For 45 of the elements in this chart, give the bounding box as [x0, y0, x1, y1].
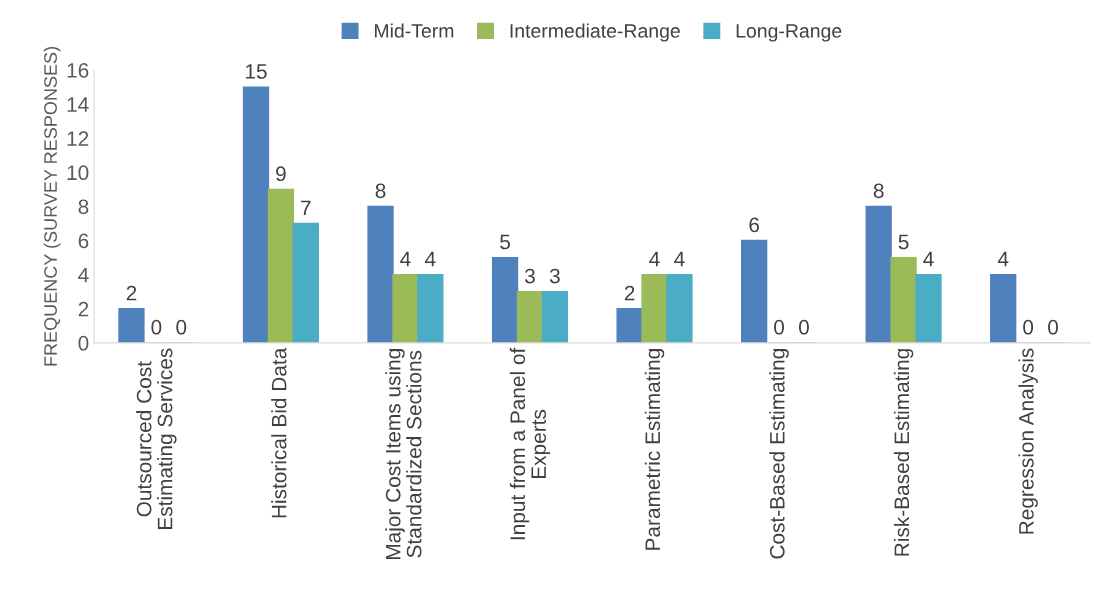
data-label: 4 [997, 251, 1009, 267]
y-tick-label: 4 [78, 267, 89, 283]
y-axis-title: FREQUENCY (SURVEY RESPONSES) [43, 47, 61, 366]
x-tick-label: Risk-Based Estimating [893, 349, 914, 556]
data-label: 0 [176, 319, 187, 335]
data-label: 4 [425, 251, 436, 267]
y-tick-label: 8 [78, 199, 89, 215]
data-label: 4 [400, 251, 411, 267]
y-tick-label: 12 [67, 131, 89, 146]
y-tick-label: 2 [78, 301, 89, 317]
data-label: 4 [923, 251, 934, 267]
x-tick-label: Historical Bid Data [271, 347, 287, 518]
legend-label: Intermediate-Range [510, 23, 680, 42]
legend-label: Mid-Term [375, 23, 454, 38]
y-tick-label: 0 [78, 335, 89, 351]
y-tick-label: 16 [67, 63, 89, 78]
data-label: 2 [126, 285, 137, 301]
x-tick-label: Outsourced Cost Estimating Services [136, 348, 177, 529]
y-tick-label: 6 [78, 233, 89, 249]
data-label: 8 [873, 183, 884, 199]
data-label: 9 [276, 166, 286, 182]
x-tick-label: Parametric Estimating [644, 349, 665, 550]
data-label: 0 [774, 319, 785, 335]
data-label: 0 [1048, 319, 1059, 335]
x-tick-label: Regression Analysis [1018, 348, 1038, 534]
x-tick-label: Cost-Based Estimating [769, 349, 789, 559]
data-label: 2 [624, 285, 635, 301]
data-label: 15 [246, 64, 267, 79]
data-label: 3 [549, 268, 560, 284]
x-tick-label: Major Cost Items using Standardized Sections [385, 349, 422, 560]
data-label: 0 [798, 319, 809, 335]
y-tick-label: 10 [67, 165, 89, 181]
data-label: 0 [151, 319, 162, 335]
data-label: 7 [301, 200, 311, 216]
data-label: 6 [749, 217, 760, 233]
data-label: 4 [649, 251, 660, 267]
x-tick-label: Input from a Panel of Experts [509, 347, 551, 540]
data-label: 0 [1023, 319, 1034, 335]
data-label: 8 [375, 183, 386, 199]
data-label: 3 [524, 268, 535, 284]
data-label: 5 [500, 234, 510, 250]
legend-label: Long-Range [736, 24, 842, 42]
data-label: 4 [674, 251, 685, 267]
y-tick-label: 14 [67, 97, 89, 112]
data-label: 5 [898, 234, 909, 250]
